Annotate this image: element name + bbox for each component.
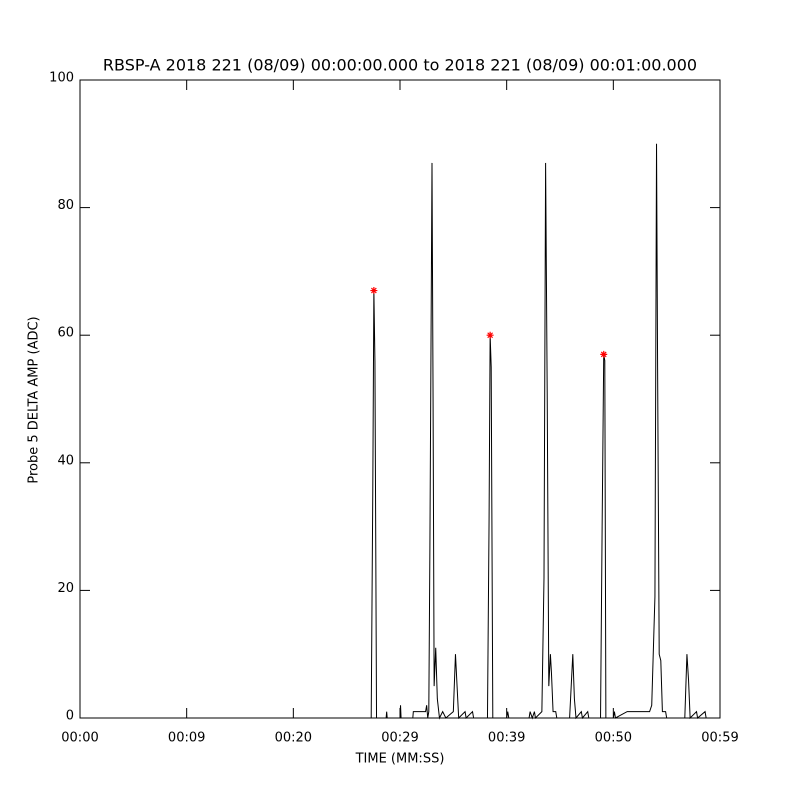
y-tick-label: 40: [57, 453, 74, 468]
y-axis-label: Probe 5 DELTA AMP (ADC): [27, 316, 42, 483]
x-axis-label: TIME (MM:SS): [355, 752, 445, 767]
peak-marker: [600, 350, 608, 358]
peak-marker: [370, 287, 378, 295]
y-tick-label: 0: [66, 709, 74, 724]
x-tick-label: 00:09: [168, 731, 205, 746]
x-tick-label: 00:29: [381, 731, 418, 746]
y-tick-label: 20: [57, 581, 74, 596]
x-tick-label: 00:20: [275, 731, 312, 746]
y-tick-label: 80: [57, 198, 74, 213]
y-tick-label: 100: [49, 71, 74, 86]
x-tick-label: 00:00: [61, 731, 98, 746]
x-tick-label: 00:39: [488, 731, 525, 746]
peak-marker: [486, 331, 494, 339]
x-tick-label: 00:59: [701, 731, 738, 746]
plot-frame: [79, 79, 721, 719]
x-tick-label: 00:50: [595, 731, 632, 746]
y-tick-label: 60: [57, 326, 74, 341]
chart-title: RBSP-A 2018 221 (08/09) 00:00:00.000 to …: [103, 56, 697, 75]
data-line: [80, 143, 707, 720]
